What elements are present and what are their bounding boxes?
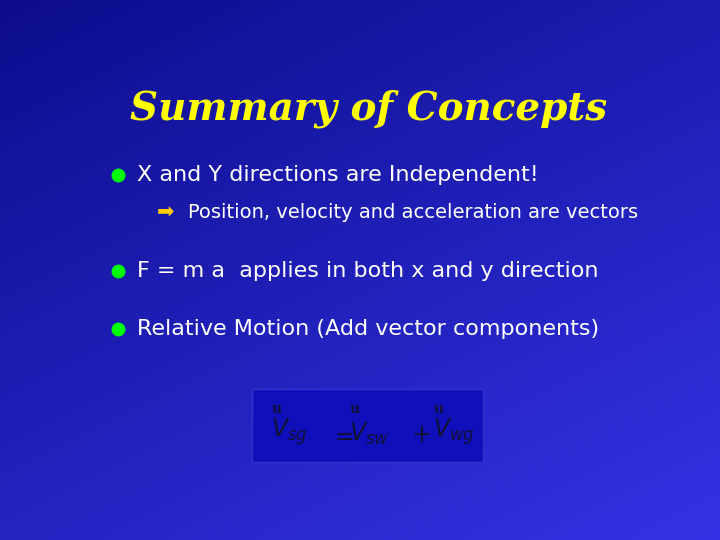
- Text: $V_{wg}$: $V_{wg}$: [433, 417, 474, 447]
- Text: Relative Motion (Add vector components): Relative Motion (Add vector components): [138, 319, 600, 339]
- Text: u: u: [349, 402, 359, 416]
- Text: $V_{sg}$: $V_{sg}$: [271, 417, 308, 447]
- Text: Summary of Concepts: Summary of Concepts: [130, 89, 608, 127]
- FancyBboxPatch shape: [252, 389, 483, 462]
- Text: F = m a  applies in both x and y direction: F = m a applies in both x and y directio…: [138, 261, 599, 281]
- Text: Position, velocity and acceleration are vectors: Position, velocity and acceleration are …: [188, 203, 638, 222]
- Text: X and Y directions are Independent!: X and Y directions are Independent!: [138, 165, 539, 185]
- Text: u: u: [271, 402, 282, 416]
- Text: $=$: $=$: [330, 424, 354, 447]
- Text: $+$: $+$: [411, 424, 430, 447]
- Text: $V_{sw}$: $V_{sw}$: [349, 421, 390, 447]
- Text: u: u: [433, 402, 444, 416]
- Text: ➡: ➡: [157, 202, 174, 222]
